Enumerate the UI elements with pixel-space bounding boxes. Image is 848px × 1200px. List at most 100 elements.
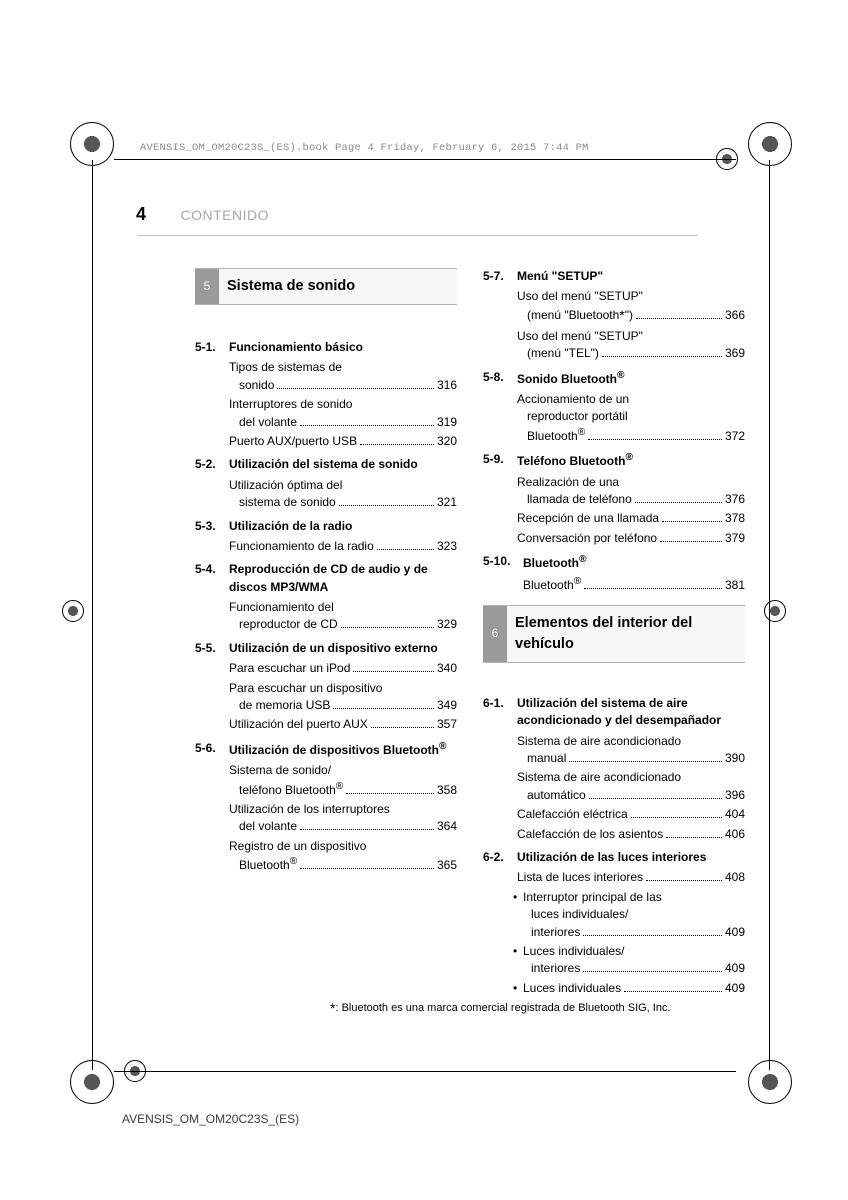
- section-title: Sistema de sonido: [219, 269, 457, 304]
- toc-entry: Registro de un dispositivo: [229, 838, 457, 855]
- entry-page: 396: [725, 787, 745, 804]
- entry-text: Tipos de sistemas de: [229, 360, 342, 374]
- entry-text: Para escuchar un iPod: [229, 660, 350, 677]
- toc-entry: Conversación por teléfono379: [517, 530, 745, 547]
- section-title: Elementos del interior del vehículo: [507, 606, 745, 662]
- entry-text: teléfono Bluetooth®: [239, 780, 343, 799]
- entry-page: 379: [725, 530, 745, 547]
- entry-text: Uso del menú "SETUP": [517, 329, 643, 343]
- entry-text: reproductor portátil: [527, 409, 628, 423]
- toc-entry: Bluetooth®381: [523, 575, 745, 594]
- footnote-text: : Bluetooth es una marca comercial regis…: [335, 1002, 670, 1014]
- toc-entry: del volante319: [229, 414, 457, 431]
- entry-text: sonido: [239, 377, 274, 394]
- header-rule: [138, 235, 698, 236]
- subsection-number: 5-7.: [483, 268, 517, 285]
- page-number: 4: [136, 204, 146, 225]
- entry-text: Para escuchar un dispositivo: [229, 681, 382, 695]
- toc-entry: Utilización óptima del: [229, 477, 457, 494]
- subsection-number: 5-3.: [195, 518, 229, 535]
- entry-text: Sistema de aire acondicionado: [517, 770, 681, 784]
- entry-text: de memoria USB: [239, 697, 330, 714]
- entry-text: luces individuales/: [531, 906, 745, 923]
- entry-page: 323: [437, 538, 457, 555]
- page-header: 4 CONTENIDO: [80, 204, 738, 236]
- entry-text: Utilización óptima del: [229, 478, 342, 492]
- entry-page: 408: [725, 869, 745, 886]
- page-header-title: CONTENIDO: [180, 207, 269, 223]
- entry-text: Luces individuales/: [523, 943, 745, 960]
- entry-page: 357: [437, 716, 457, 733]
- entry-text: Accionamiento de un: [517, 392, 629, 406]
- entry-page: 369: [725, 345, 745, 362]
- toc-entry: Interruptores de sonido: [229, 396, 457, 413]
- toc-entry: Funcionamiento del: [229, 599, 457, 616]
- subsection-5-10: 5-10. Bluetooth®: [483, 553, 745, 572]
- entry-text: Lista de luces interiores: [517, 869, 643, 886]
- toc-entry: Lista de luces interiores 408: [517, 869, 745, 886]
- subsection-title: Utilización de dispositivos Bluetooth®: [229, 740, 457, 759]
- entry-page: 409: [725, 960, 745, 977]
- subsection-number: 6-1.: [483, 695, 517, 730]
- toc-entry: Accionamiento de un: [517, 391, 745, 408]
- toc-entry: Bluetooth®372: [517, 426, 745, 445]
- subsection-title: Utilización del sistema de sonido: [229, 456, 457, 473]
- entry-text: reproductor de CD: [239, 616, 338, 633]
- crop-hline-top: [114, 159, 736, 160]
- entry-text: Sistema de sonido/: [229, 763, 331, 777]
- footnote: *: Bluetooth es una marca comercial regi…: [330, 1000, 671, 1016]
- subsection-5-7: 5-7. Menú "SETUP": [483, 268, 745, 285]
- toc-entry: Bluetooth®365: [229, 855, 457, 874]
- subsection-5-2: 5-2. Utilización del sistema de sonido: [195, 456, 457, 473]
- entry-text: automático: [527, 787, 586, 804]
- subsection-title: Utilización de un dispositivo externo: [229, 640, 457, 657]
- crop-vline-left: [92, 160, 93, 1070]
- crop-hline-bot: [114, 1071, 736, 1072]
- entry-page: 349: [437, 697, 457, 714]
- entry-page: 329: [437, 616, 457, 633]
- toc-entry: Utilización de los interruptores: [229, 801, 457, 818]
- subsection-5-6: 5-6. Utilización de dispositivos Bluetoo…: [195, 740, 457, 759]
- subsection-5-4: 5-4. Reproducción de CD de audio y de di…: [195, 561, 457, 596]
- subsection-title: Teléfono Bluetooth®: [517, 451, 745, 470]
- entry-text: llamada de teléfono: [527, 491, 632, 508]
- subsection-number: 5-5.: [195, 640, 229, 657]
- subsection-6-2: 6-2. Utilización de las luces interiores: [483, 849, 745, 866]
- entry-text: Bluetooth®: [527, 426, 585, 445]
- entry-text: Interruptores de sonido: [229, 397, 352, 411]
- entry-text: Bluetooth®: [523, 575, 581, 594]
- entry-page: 316: [437, 377, 457, 394]
- entry-text: Uso del menú "SETUP": [517, 289, 643, 303]
- entry-text: Realización de una: [517, 475, 619, 489]
- entry-text: Calefacción eléctrica: [517, 806, 628, 823]
- subsection-number: 5-1.: [195, 339, 229, 356]
- crop-mark-tr: [748, 122, 792, 166]
- toc-entry: Utilización del puerto AUX357: [229, 716, 457, 733]
- toc-entry: Para escuchar un dispositivo: [229, 680, 457, 697]
- subsection-number: 5-6.: [195, 740, 229, 759]
- toc-entry: reproductor portátil: [527, 408, 745, 425]
- toc-entry: Sistema de aire acondicionado: [517, 769, 745, 786]
- subsection-5-9: 5-9. Teléfono Bluetooth®: [483, 451, 745, 470]
- subsection-title: Utilización de la radio: [229, 518, 457, 535]
- subsection-number: 5-8.: [483, 369, 517, 388]
- toc-entry: Calefacción de los asientos406: [517, 826, 745, 843]
- toc-bullet-entry: Interruptor principal de las luces indiv…: [523, 889, 745, 941]
- toc-entry: Funcionamiento de la radio323: [229, 538, 457, 555]
- toc-entry: sistema de sonido321: [229, 494, 457, 511]
- toc-entry: Para escuchar un iPod340: [229, 660, 457, 677]
- subsection-5-3: 5-3. Utilización de la radio: [195, 518, 457, 535]
- subsection-title: Sonido Bluetooth®: [517, 369, 745, 388]
- entry-page: 358: [437, 782, 457, 799]
- subsection-title: Utilización del sistema de aire acondici…: [517, 695, 745, 730]
- entry-text: (menú "Bluetooth*"): [527, 306, 633, 326]
- entry-page: 321: [437, 494, 457, 511]
- section-number: 6: [483, 606, 507, 662]
- toc-entry: Sistema de aire acondicionado: [517, 733, 745, 750]
- subsection-6-1: 6-1. Utilización del sistema de aire aco…: [483, 695, 745, 730]
- subsection-number: 5-9.: [483, 451, 517, 470]
- toc-entry: Tipos de sistemas de: [229, 359, 457, 376]
- toc-entry: llamada de teléfono376: [517, 491, 745, 508]
- toc-content: 5 Sistema de sonido 5-1. Funcionamiento …: [195, 268, 755, 999]
- crop-vline-right: [769, 160, 770, 1070]
